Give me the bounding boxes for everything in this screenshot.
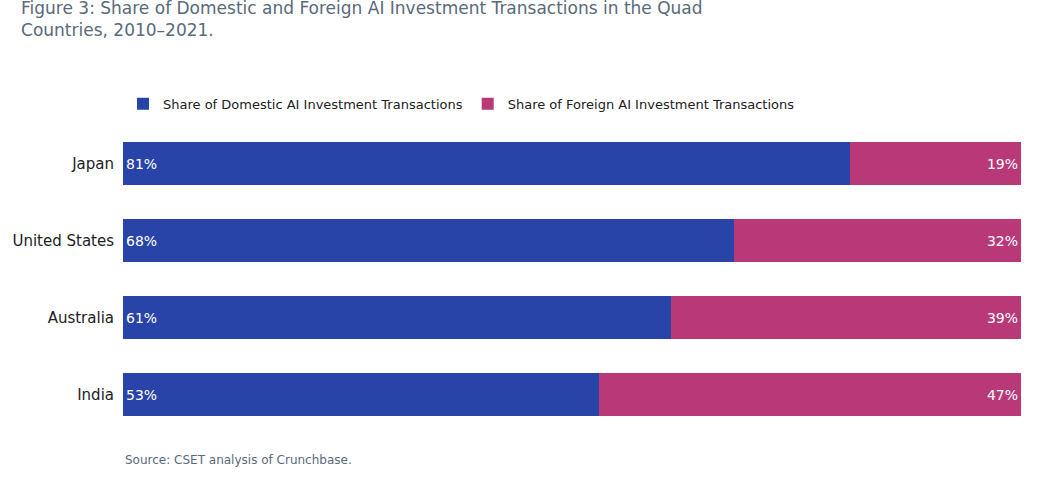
svg-text:68%: 68% <box>126 233 157 249</box>
svg-text:53%: 53% <box>126 387 157 403</box>
svg-text:47%: 47% <box>987 387 1018 403</box>
svg-text:Australia: Australia <box>48 309 114 327</box>
svg-text:Japan: Japan <box>71 155 114 173</box>
svg-text:Share of Foreign AI Investment: Share of Foreign AI Investment Transacti… <box>508 97 795 112</box>
svg-text:39%: 39% <box>987 310 1018 326</box>
svg-text:Share of Domestic AI Investmen: Share of Domestic AI Investment Transact… <box>163 97 463 112</box>
svg-text:United States: United States <box>12 232 114 250</box>
svg-text:61%: 61% <box>126 310 157 326</box>
svg-text:32%: 32% <box>987 233 1018 249</box>
svg-text:Source: CSET analysis of Crunc: Source: CSET analysis of Crunchbase. <box>125 453 352 467</box>
svg-text:81%: 81% <box>126 156 157 172</box>
svg-text:Figure 3: Share of Domestic an: Figure 3: Share of Domestic and Foreign … <box>21 0 703 40</box>
svg-text:India: India <box>77 386 114 404</box>
svg-text:19%: 19% <box>987 156 1018 172</box>
